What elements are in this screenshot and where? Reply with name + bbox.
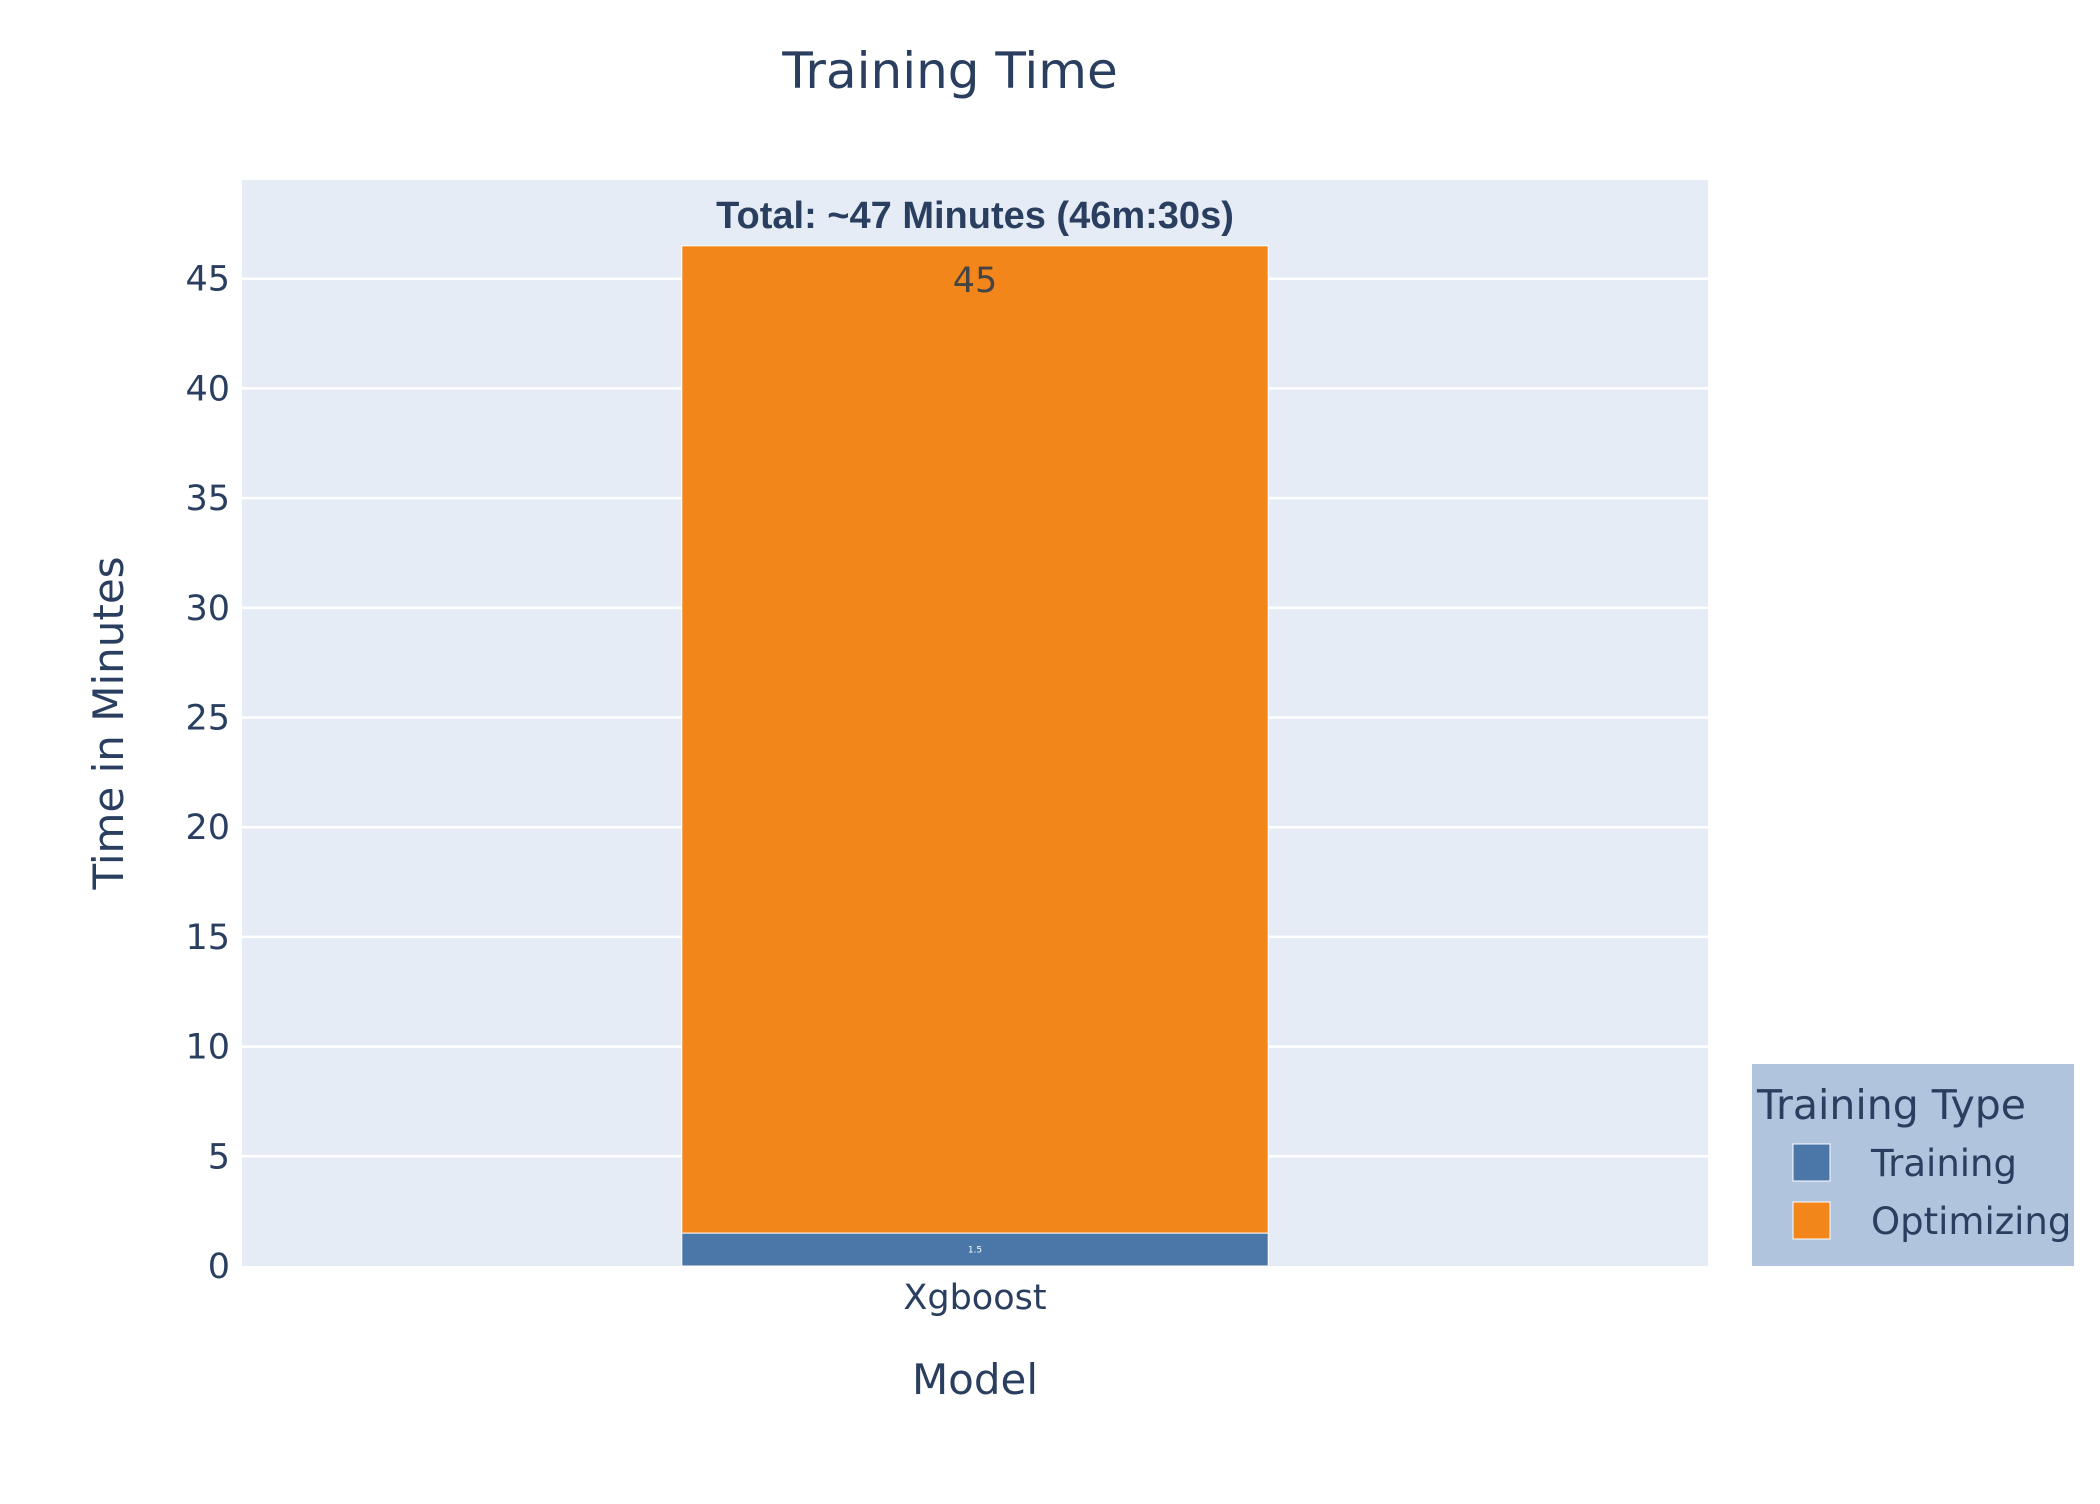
y-tick-label: 5 [208, 1137, 230, 1177]
x-axis-title: Model [912, 1355, 1038, 1404]
legend: Training Type Training Optimizing [1752, 1064, 2074, 1266]
legend-label-training[interactable]: Training [1870, 1142, 2017, 1185]
bar-segment-optimizing [681, 245, 1269, 1234]
bar-value-label: 1.5 [968, 1246, 982, 1256]
legend-swatch-training[interactable] [1792, 1143, 1831, 1182]
legend-title: Training Type [1756, 1081, 2026, 1129]
legend-label-optimizing[interactable]: Optimizing [1871, 1200, 2071, 1243]
y-tick-label: 0 [208, 1247, 230, 1287]
y-axis-title: Time in Minutes [84, 556, 133, 890]
x-tick-label: Xgboost [903, 1278, 1046, 1318]
bars [681, 245, 1269, 1267]
bar-value-label: 45 [953, 261, 998, 301]
y-tick-label: 15 [185, 918, 230, 958]
y-tick-label: 25 [185, 699, 230, 739]
y-tick-label: 10 [185, 1028, 230, 1068]
y-tick-label: 35 [185, 479, 230, 519]
chart-title: Training Time [781, 42, 1118, 100]
y-tick-label: 20 [185, 808, 230, 848]
bar-segment-training [681, 1232, 1269, 1267]
y-tick-label: 45 [185, 260, 230, 300]
y-tick-label: 30 [185, 589, 230, 629]
y-axis-ticks: 0 5 10 15 20 25 30 35 40 45 [185, 260, 230, 1287]
bar-labels: 1.5 45 Total: ~47 Minutes (46m:30s) [716, 195, 1234, 1256]
y-tick-label: 40 [185, 369, 230, 409]
legend-swatch-optimizing[interactable] [1792, 1201, 1831, 1240]
total-annotation: Total: ~47 Minutes (46m:30s) [716, 195, 1234, 237]
x-axis-ticks: Xgboost [903, 1278, 1046, 1318]
